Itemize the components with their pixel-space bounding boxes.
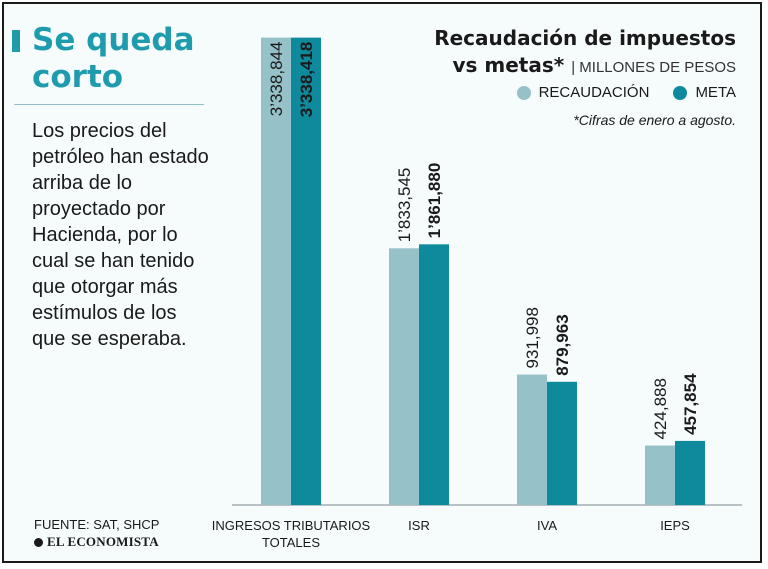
bar-recaudacion-isr [389,248,419,505]
chart-subtitle-separator: | [571,59,580,76]
bar-chart: 3’338,844 3’338,418 INGRESOS TRIBUTARIOS TO… [212,37,742,550]
value-label-recaudacion-ingresos-tributarios-totales: 3’338,844 [267,42,286,117]
category-label-isr: ISR [408,518,430,533]
category-label-ingresos-tributarios-totales-line2: TOTALES [262,535,320,550]
chart-legend: RECAUDACIÓN META [516,84,736,101]
description-text: Los precios del petróleo han estado arri… [32,120,209,350]
bar-meta-ieps [675,440,705,505]
value-label-meta-isr: 1’861,880 [425,163,444,239]
chart-subtitle: MILLONES DE PESOS [579,59,736,76]
logo-text: EL ECONOMISTA [47,534,159,549]
infographic-frame: Se queda corto Los precios del petróleo … [2,2,762,563]
category-label-iva: IVA [537,518,557,533]
chart-title-line2: vs metas* | MILLONES DE PESOS [434,52,737,81]
bar-recaudacion-ingresos-tributarios-totales [261,37,291,506]
chart-title-line2-text: vs metas* [452,53,565,77]
publisher-logo: EL ECONOMISTA [34,534,159,550]
bar-recaudacion-ieps [645,445,675,505]
bar-meta-isr [419,244,449,506]
bar-recaudacion-iva [517,374,547,505]
category-label-ieps: IEPS [660,518,690,533]
legend-label-recaudacion: RECAUDACIÓN [538,84,650,101]
bar-meta-iva [547,381,577,505]
category-label-ingresos-tributarios-totales-line1: INGRESOS TRIBUTARIOS [212,518,371,533]
value-label-recaudacion-isr: 1’833,545 [395,168,414,243]
legend-swatch-recaudacion [516,85,531,100]
value-label-meta-iva: 879,963 [553,314,572,375]
value-label-meta-ieps: 457,854 [681,373,700,435]
headline-accent-bar [12,30,20,52]
logo-mark-icon [34,537,43,547]
value-label-recaudacion-ieps: 424,888 [651,378,670,439]
chart-footnote: *Cifras de enero a agosto. [573,112,736,128]
chart-title: Recaudación de impuestos vs metas* | MIL… [434,25,736,81]
legend-label-meta: META [695,84,736,101]
chart-title-line1: Recaudación de impuestos [434,26,736,50]
headline-divider [14,104,204,105]
legend-swatch-meta [673,85,688,100]
value-label-recaudacion-iva: 931,998 [523,307,542,368]
bar-meta-ingresos-tributarios-totales [291,37,321,505]
headline: Se queda corto [32,22,195,95]
value-label-meta-ingresos-tributarios-totales: 3’338,418 [297,42,316,118]
source-text: FUENTE: SAT, SHCP [34,517,160,532]
